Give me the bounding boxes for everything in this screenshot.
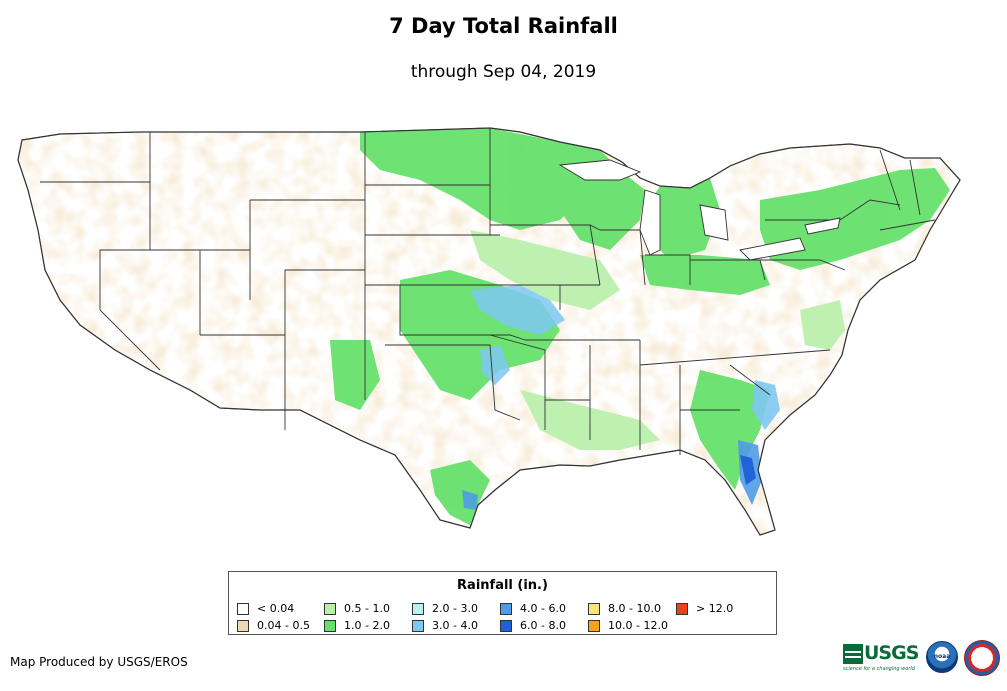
legend-title: Rainfall (in.) bbox=[457, 578, 548, 593]
noaa-label: noaa bbox=[933, 653, 951, 660]
legend-item: < 0.04 bbox=[237, 600, 324, 617]
legend-label: 0.5 - 1.0 bbox=[344, 602, 390, 615]
map-credit: Map Produced by USGS/EROS bbox=[10, 655, 188, 669]
map-subtitle: through Sep 04, 2019 bbox=[410, 62, 597, 82]
legend-label: < 0.04 bbox=[257, 602, 295, 615]
usgs-wordmark: USGS bbox=[864, 642, 919, 664]
legend-label: 8.0 - 10.0 bbox=[608, 602, 661, 615]
legend-label: 3.0 - 4.0 bbox=[432, 619, 478, 632]
legend-label: 1.0 - 2.0 bbox=[344, 619, 390, 632]
legend-swatch bbox=[412, 602, 424, 615]
agency-logos: USGS science for a changing world noaa bbox=[843, 640, 1003, 680]
legend-swatch bbox=[500, 619, 512, 632]
legend-item: 4.0 - 6.0 bbox=[500, 600, 588, 617]
legend-item: 0.04 - 0.5 bbox=[237, 617, 324, 634]
usgs-logo: USGS science for a changing world bbox=[843, 640, 919, 674]
legend-label: 6.0 - 8.0 bbox=[520, 619, 566, 632]
rain-2-4-areas bbox=[462, 285, 780, 510]
legend-swatch bbox=[237, 619, 249, 632]
great-lakes bbox=[558, 159, 841, 261]
map-title: 7 Day Total Rainfall bbox=[389, 14, 618, 38]
legend-swatch bbox=[324, 602, 336, 615]
legend-item: 3.0 - 4.0 bbox=[412, 617, 500, 634]
nws-ring-icon bbox=[971, 647, 993, 669]
legend-swatch bbox=[588, 619, 600, 632]
legend-item: 2.0 - 3.0 bbox=[412, 600, 500, 617]
legend-label: 4.0 - 6.0 bbox=[520, 602, 566, 615]
legend-item: 0.5 - 1.0 bbox=[324, 600, 412, 617]
legend-swatch bbox=[676, 602, 688, 615]
legend-swatch bbox=[412, 619, 424, 632]
usgs-wave-icon bbox=[843, 644, 863, 664]
usgs-tagline: science for a changing world bbox=[843, 666, 915, 672]
legend-item: > 12.0 bbox=[676, 600, 762, 617]
rainfall-map bbox=[17, 127, 961, 536]
legend-item: 8.0 - 10.0 bbox=[588, 600, 676, 617]
legend-label: 2.0 - 3.0 bbox=[432, 602, 478, 615]
legend-swatch bbox=[237, 602, 249, 615]
legend-label: 10.0 - 12.0 bbox=[608, 619, 668, 632]
legend-item: 10.0 - 12.0 bbox=[588, 617, 676, 634]
legend-item: 1.0 - 2.0 bbox=[324, 617, 412, 634]
legend-swatch bbox=[588, 602, 600, 615]
noaa-logo: noaa bbox=[926, 641, 958, 673]
legend-item: 6.0 - 8.0 bbox=[500, 617, 588, 634]
legend-swatch bbox=[500, 602, 512, 615]
nws-logo bbox=[964, 640, 1000, 676]
legend-label: 0.04 - 0.5 bbox=[257, 619, 310, 632]
legend-swatch bbox=[324, 619, 336, 632]
legend-box: Rainfall (in.) < 0.04 0.04 - 0.5 0.5 - 1… bbox=[228, 571, 777, 635]
legend-grid: < 0.04 0.04 - 0.5 0.5 - 1.0 1.0 - 2.0 2.… bbox=[237, 600, 772, 634]
legend-label: > 12.0 bbox=[696, 602, 734, 615]
